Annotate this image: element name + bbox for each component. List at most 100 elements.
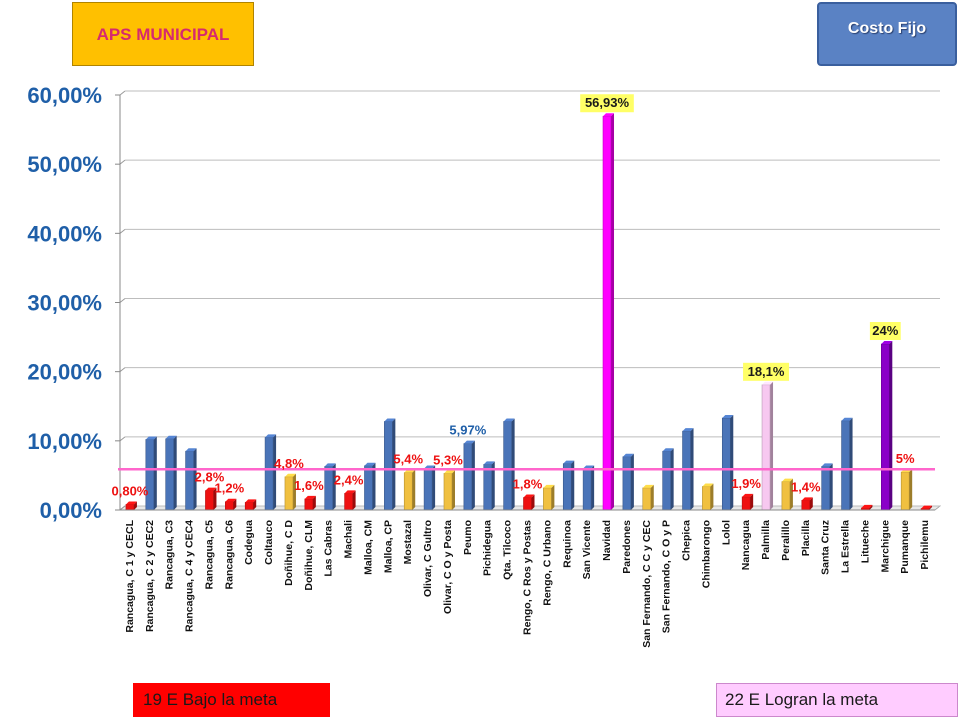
bar-side xyxy=(849,417,853,510)
bar xyxy=(244,502,254,511)
x-tick-label: Olivar, C Gultro xyxy=(422,520,434,597)
bar xyxy=(642,487,652,511)
bar-side xyxy=(432,465,436,510)
bar-side xyxy=(829,463,833,510)
bar xyxy=(523,497,532,511)
x-tick-label: Rancagua, C 4 y CEC4 xyxy=(184,520,196,632)
x-tick-label: Rengo, C Urbano xyxy=(541,520,553,606)
legend-below-meta: 19 E Bajo la meta xyxy=(133,683,330,717)
bar-top xyxy=(304,495,316,499)
bar-side xyxy=(312,495,316,510)
y-tick-label: 40,00% xyxy=(27,221,102,246)
data-label: 2,8% xyxy=(195,470,225,485)
x-tick-label: Las Cabras xyxy=(323,520,335,577)
data-label: 56,93% xyxy=(585,95,630,110)
bar xyxy=(324,466,334,511)
bar-side xyxy=(630,453,634,510)
bar-side xyxy=(650,484,654,510)
bar-side xyxy=(153,436,157,510)
x-tick-label: Machali xyxy=(343,520,355,559)
gridline-wall xyxy=(119,90,126,96)
bar-top xyxy=(145,436,157,440)
x-tick-label: Santa Cruz xyxy=(820,520,832,575)
y-tick-label: 10,00% xyxy=(27,429,102,454)
x-tick-label: Doñihue, CLM xyxy=(303,520,315,591)
bar xyxy=(423,468,433,511)
bar-side xyxy=(531,494,535,510)
bar-side xyxy=(591,465,595,510)
x-tick-label: Navidad xyxy=(601,520,613,561)
x-tick-label: Rancagua, C3 xyxy=(164,520,176,590)
costo-fijo-button[interactable]: Costo Fijo xyxy=(817,2,957,66)
x-axis: Rancagua, C 1 y CECL Rancagua, C 2 y CEC2… xyxy=(120,509,935,648)
bar-side xyxy=(571,460,575,510)
bar xyxy=(145,439,155,511)
x-tick-label: Rancagua, C 1 y CECL xyxy=(124,519,136,632)
bar-top xyxy=(125,501,137,505)
legend-meet-meta: 22 E Logran la meta xyxy=(716,683,958,717)
gridline-wall xyxy=(119,505,126,511)
bar-side xyxy=(889,341,893,510)
bar-side xyxy=(233,498,237,510)
x-tick-label: Chimbarongo xyxy=(700,520,712,588)
bar-side xyxy=(491,461,495,510)
bar xyxy=(483,464,493,511)
bar-top xyxy=(762,381,774,385)
bar-side xyxy=(213,487,217,510)
bar-side xyxy=(730,415,734,510)
bar xyxy=(185,450,194,511)
bar xyxy=(562,463,572,511)
bar-top xyxy=(881,341,893,344)
gridline-wall xyxy=(119,298,126,303)
y-tick-label: 30,00% xyxy=(27,291,102,316)
gridline-wall xyxy=(119,159,126,165)
bar-top xyxy=(424,465,436,469)
bar-side xyxy=(292,473,296,510)
y-tick-label: 60,00% xyxy=(27,83,102,108)
bar xyxy=(801,500,811,511)
bar xyxy=(881,343,890,511)
x-tick-label: Requinoa xyxy=(561,520,573,568)
gridline-wall xyxy=(119,436,126,442)
chart-grid xyxy=(118,90,942,511)
x-tick-label: Chepica xyxy=(681,520,693,561)
y-tick-label: 50,00% xyxy=(27,152,102,177)
data-label-bg xyxy=(580,94,634,113)
bar-top xyxy=(583,465,595,469)
bar-top xyxy=(742,493,754,497)
bar-side xyxy=(909,468,913,510)
bar xyxy=(225,501,234,511)
bar-top xyxy=(603,113,615,117)
bar xyxy=(841,420,850,511)
data-labels: 0,80% 2,8%1,2% 4,8% 1,6% 2,4% 5,4% 5,3% 5,97% 1,… xyxy=(112,94,915,498)
bar xyxy=(304,498,314,511)
data-label: 5,3% xyxy=(433,452,463,467)
bar-side xyxy=(193,448,197,510)
bar xyxy=(741,496,751,511)
bar-top xyxy=(245,499,257,503)
x-tick-label: Paredones xyxy=(621,520,633,574)
bar xyxy=(821,466,830,511)
bar-top xyxy=(443,470,455,474)
bar-top xyxy=(523,494,535,498)
bar xyxy=(900,471,910,511)
bar xyxy=(364,465,373,511)
bar-top xyxy=(722,415,734,419)
x-tick-label: Pichidegua xyxy=(482,520,494,576)
bar-top xyxy=(921,505,933,509)
bar-top xyxy=(344,490,356,494)
x-tick-label: Rengo, C Ros y Postas xyxy=(522,520,534,635)
bar-side xyxy=(611,113,615,511)
bar xyxy=(682,430,691,511)
bar-side xyxy=(869,504,873,510)
x-tick-label: San Vicente xyxy=(581,520,593,579)
data-label-bg xyxy=(743,362,790,381)
bar-top xyxy=(265,434,277,438)
data-label: 1,9% xyxy=(731,476,761,491)
bar xyxy=(284,476,294,511)
x-tick-label: Malloa, CP xyxy=(382,520,394,573)
data-label: 5% xyxy=(896,451,915,466)
data-label: 4,8% xyxy=(274,456,304,471)
bar xyxy=(781,481,791,511)
bar-side xyxy=(670,448,674,510)
